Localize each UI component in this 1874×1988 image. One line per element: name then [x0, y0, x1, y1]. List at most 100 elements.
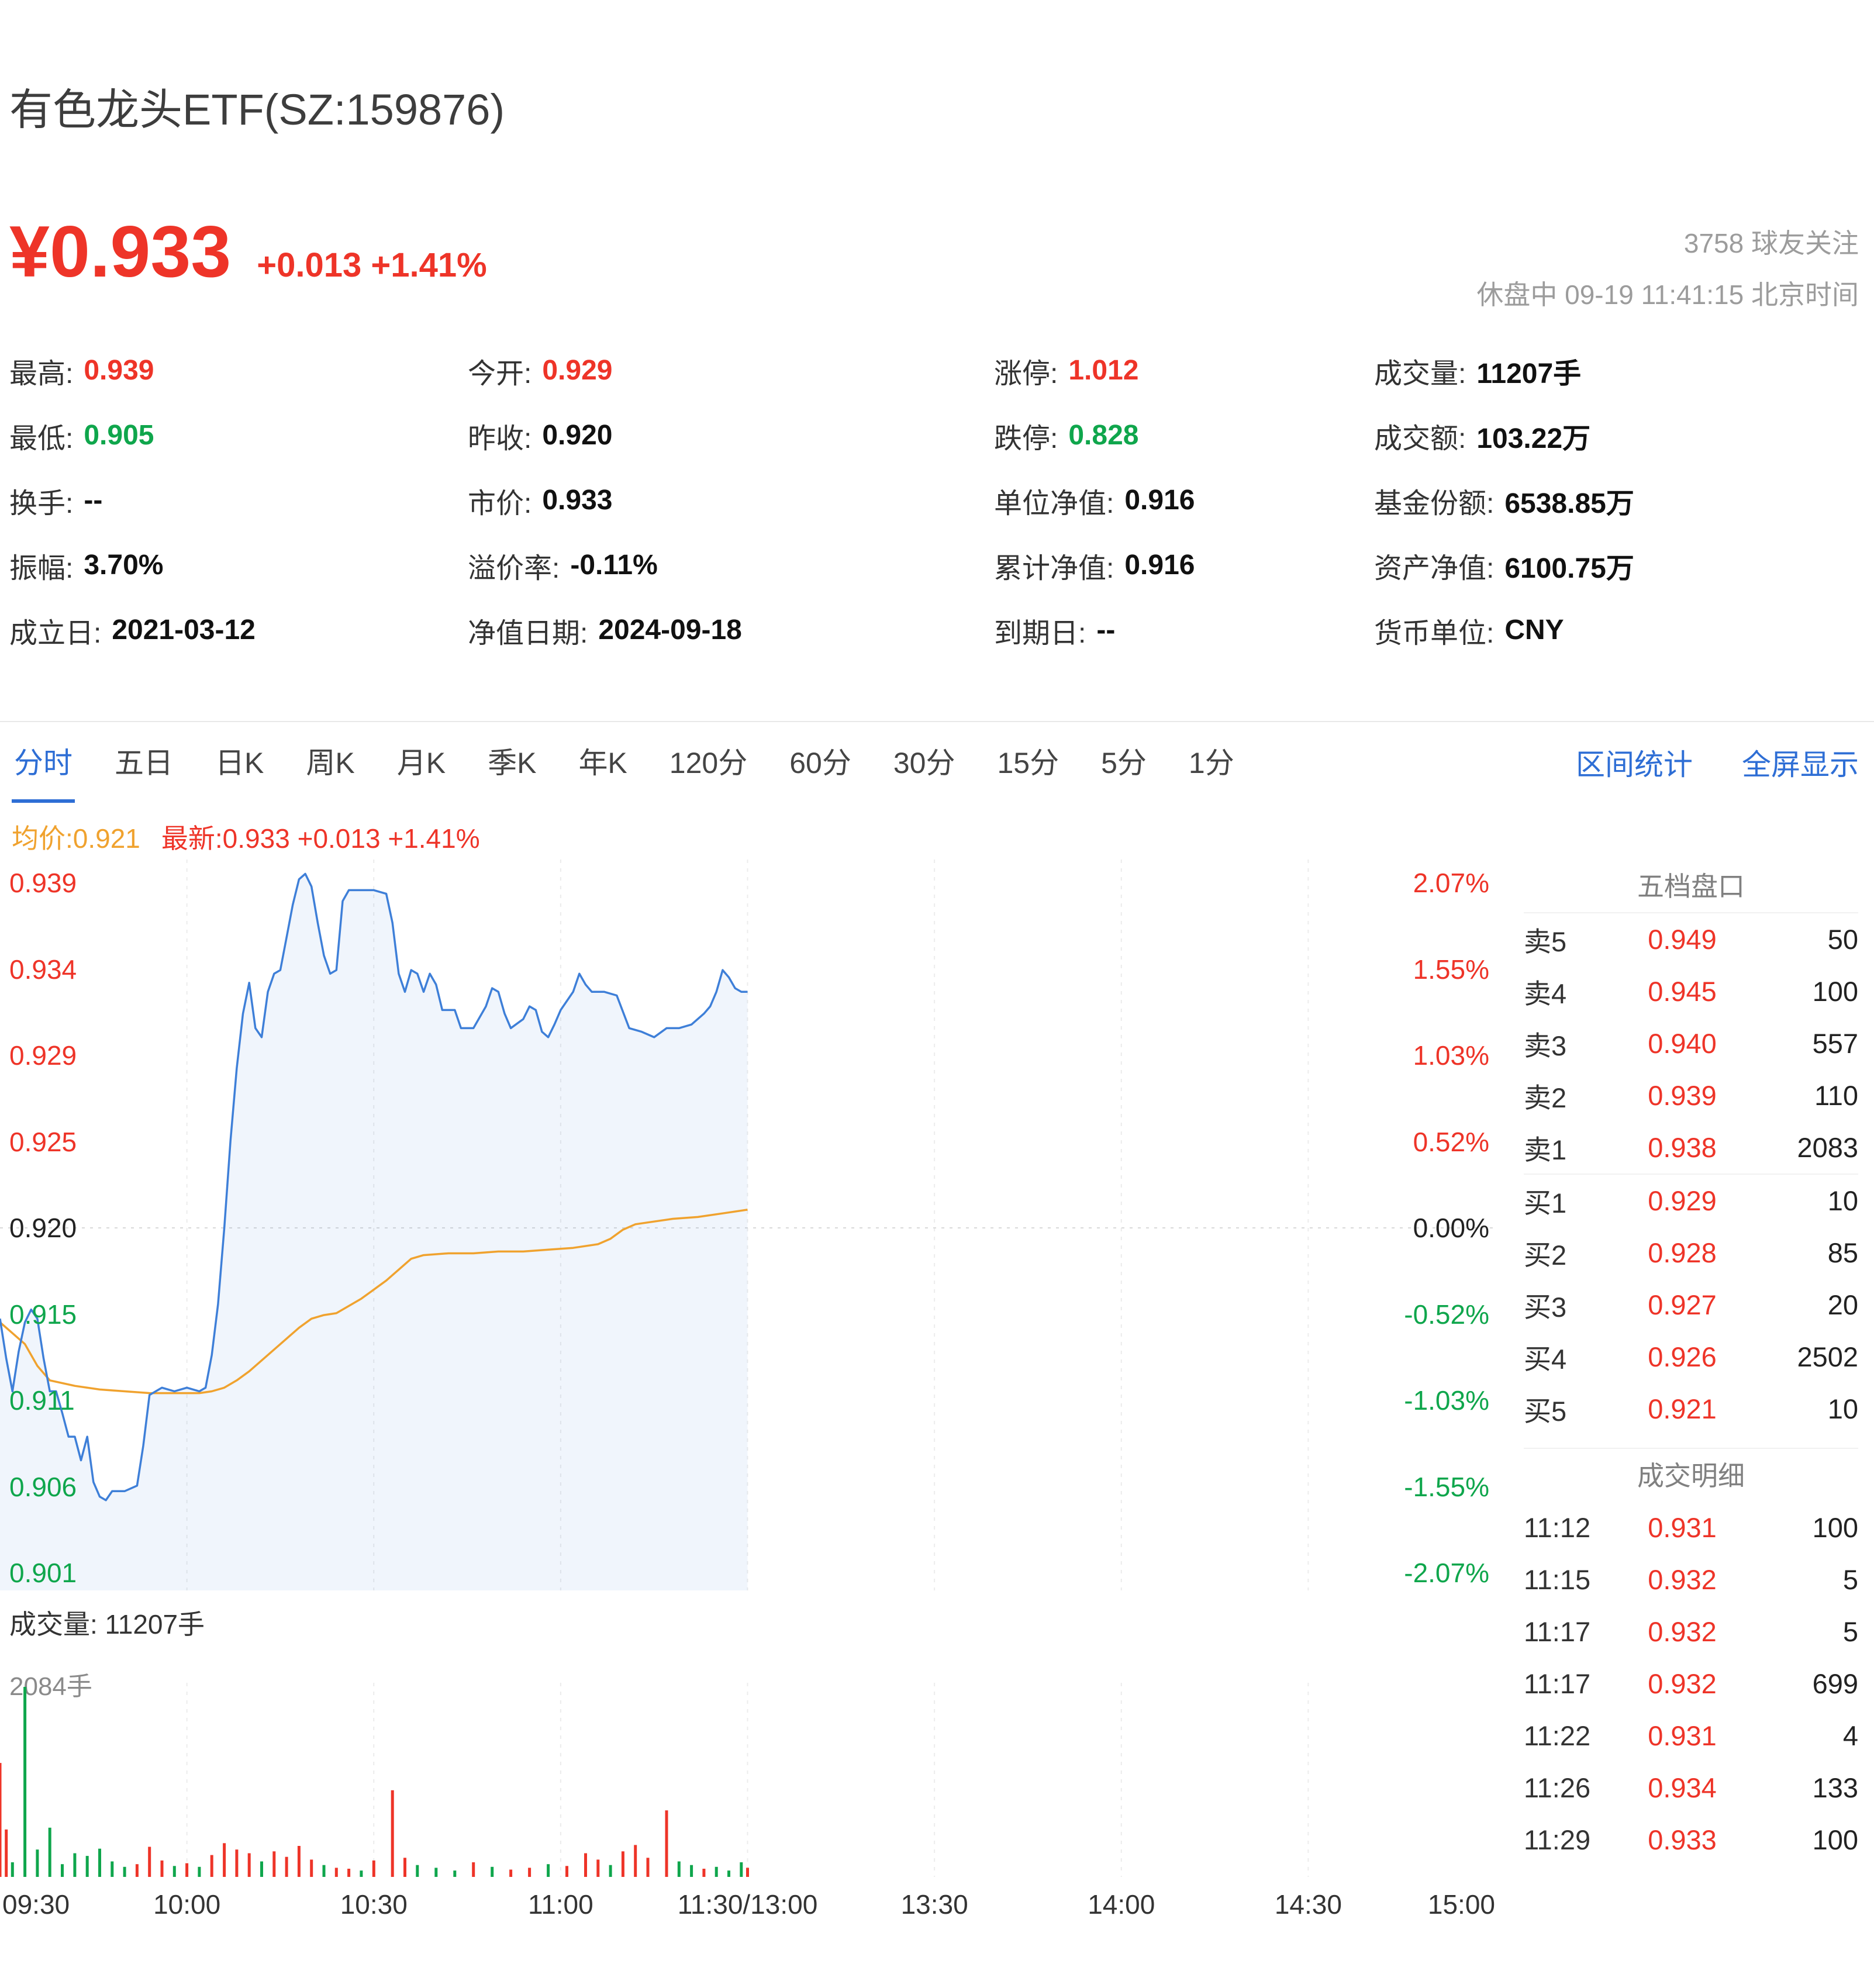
- range-stats-link[interactable]: 区间统计: [1576, 748, 1693, 781]
- trade-label: 11:15: [1524, 1564, 1591, 1595]
- volume-bar: [48, 1827, 51, 1877]
- trade-label: 11:17: [1524, 1668, 1591, 1699]
- volume-bar: [528, 1868, 532, 1877]
- ask-row[interactable]: 卖1 0.938 2083: [1524, 1121, 1858, 1174]
- price-cell: 0.939: [1648, 1080, 1717, 1111]
- stat-item: 今开: 0.929: [468, 338, 742, 403]
- volume-bar: [690, 1865, 693, 1877]
- volume-bar: [347, 1869, 351, 1877]
- price-axis-label: 0.901: [9, 1558, 77, 1588]
- intraday-price-chart[interactable]: 0.939 0.934 0.929 0.925 0.920 0.915 0.911 0.906…: [0, 860, 1495, 1590]
- tab-60分[interactable]: 60分: [789, 747, 851, 779]
- tab-日K[interactable]: 日K: [215, 747, 264, 779]
- volume-bar: [73, 1853, 77, 1877]
- tab-年K[interactable]: 年K: [578, 747, 627, 779]
- stat-item: 振幅: 3.70%: [9, 533, 256, 598]
- bid-row[interactable]: 买5 0.921 10: [1524, 1383, 1858, 1435]
- bid-levels: 买1 0.929 10 买2 0.928 85 买3 0.927 20 买4 0.926 2502 买5…: [1524, 1174, 1858, 1435]
- fullscreen-link[interactable]: 全屏显示: [1742, 748, 1859, 781]
- qty-cell: 699: [1812, 1668, 1858, 1699]
- qty-cell: 2083: [1797, 1132, 1858, 1163]
- stat-value: 6538.85万: [1504, 488, 1634, 519]
- stat-value: 0.933: [542, 485, 613, 516]
- order-book-title: 五档盘口: [1524, 860, 1858, 913]
- stat-item: 净值日期: 2024-09-18: [468, 598, 742, 662]
- bid-row[interactable]: 买3 0.927 20: [1524, 1279, 1858, 1331]
- ask-label: 卖2: [1524, 1082, 1567, 1113]
- stat-label: 涨停:: [994, 358, 1058, 389]
- order-book-panel: 五档盘口 卖5 0.949 50 卖4 0.945 100 卖3 0.940 557 卖2 0.93…: [1516, 860, 1866, 1866]
- bid-row[interactable]: 买1 0.929 10: [1524, 1175, 1858, 1227]
- price-cell: 0.932: [1648, 1668, 1717, 1699]
- time-axis-label: 10:30: [340, 1889, 408, 1920]
- volume-bar: [565, 1866, 568, 1877]
- tab-120分[interactable]: 120分: [669, 747, 748, 779]
- trade-row: 11:22 0.931 4: [1524, 1710, 1858, 1762]
- stat-item: 市价: 0.933: [468, 468, 742, 533]
- stat-value: 0.939: [84, 355, 154, 386]
- bid-label: 买5: [1524, 1396, 1567, 1427]
- volume-chart[interactable]: [0, 1683, 1495, 1879]
- bid-row[interactable]: 买2 0.928 85: [1524, 1227, 1858, 1279]
- price-cell: 0.945: [1648, 976, 1717, 1007]
- chart-legend: 均价:0.921 最新:0.933 +0.013 +1.41%: [12, 817, 480, 856]
- time-axis-label: 09:30: [2, 1889, 70, 1920]
- volume-bar: [172, 1866, 176, 1877]
- ask-row[interactable]: 卖5 0.949 50: [1524, 913, 1858, 965]
- ask-row[interactable]: 卖4 0.945 100: [1524, 965, 1858, 1017]
- qty-cell: 557: [1812, 1028, 1858, 1059]
- stats-column: 今开: 0.929 昨收: 0.920 市价: 0.933 溢价率: -0.11% 净值日期: 2…: [468, 338, 742, 662]
- tab-30分[interactable]: 30分: [893, 747, 955, 779]
- stat-label: 市价:: [468, 488, 532, 519]
- tab-五日[interactable]: 五日: [115, 747, 173, 779]
- percent-axis-label: 0.00%: [1413, 1213, 1489, 1243]
- stats-grid: 最高: 0.939 最低: 0.905 换手: -- 振幅: 3.70% 成立日: 2021-03…: [0, 338, 1874, 668]
- followers-count: 3758 球友关注: [1683, 228, 1859, 258]
- stat-label: 成立日:: [9, 617, 102, 649]
- stat-label: 跌停:: [994, 423, 1058, 454]
- price-chart-canvas[interactable]: [0, 860, 1495, 1590]
- tab-5分[interactable]: 5分: [1101, 747, 1147, 779]
- current-price: ¥0.933: [9, 212, 232, 292]
- ask-row[interactable]: 卖2 0.939 110: [1524, 1069, 1858, 1121]
- market-status: 休盘中 09-19 11:41:15 北京时间: [1476, 279, 1859, 310]
- volume-bar: [665, 1810, 668, 1877]
- stat-value: -0.11%: [570, 550, 658, 581]
- tab-周K[interactable]: 周K: [306, 747, 355, 779]
- time-axis-label: 15:00: [1427, 1889, 1495, 1920]
- price-cell: 0.933: [1648, 1824, 1717, 1855]
- tab-季K[interactable]: 季K: [488, 747, 537, 779]
- volume-bar: [609, 1865, 612, 1877]
- volume-bar: [111, 1861, 114, 1877]
- stat-value: 11207手: [1476, 358, 1582, 389]
- stat-item: 成立日: 2021-03-12: [9, 598, 256, 662]
- price-change: +0.013 +1.41%: [257, 246, 487, 284]
- tab-15分[interactable]: 15分: [997, 747, 1059, 779]
- qty-cell: 100: [1812, 1512, 1858, 1543]
- stat-value: 0.916: [1124, 485, 1195, 516]
- ask-levels: 卖5 0.949 50 卖4 0.945 100 卖3 0.940 557 卖2 0.939 110 卖…: [1524, 913, 1858, 1174]
- volume-bar: [509, 1869, 513, 1877]
- stat-item: 涨停: 1.012: [994, 338, 1195, 403]
- volume-bar: [85, 1856, 89, 1877]
- tab-1分[interactable]: 1分: [1188, 747, 1234, 779]
- volume-chart-canvas[interactable]: [0, 1683, 1495, 1879]
- volume-bar: [297, 1846, 301, 1877]
- qty-cell: 10: [1827, 1185, 1858, 1216]
- percent-axis-label: -1.03%: [1404, 1385, 1489, 1416]
- volume-bar: [646, 1858, 650, 1877]
- stat-value: --: [1096, 615, 1116, 646]
- tab-月K[interactable]: 月K: [396, 747, 446, 779]
- price-cell: 0.928: [1648, 1237, 1717, 1268]
- price-axis-label: 0.920: [9, 1213, 77, 1243]
- qty-cell: 110: [1814, 1080, 1858, 1111]
- tab-分时[interactable]: 分时: [12, 722, 75, 803]
- qty-cell: 5: [1842, 1616, 1858, 1647]
- volume-bar: [434, 1868, 438, 1877]
- volume-bar: [148, 1847, 151, 1877]
- bid-row[interactable]: 买4 0.926 2502: [1524, 1331, 1858, 1383]
- stat-item: 基金份额: 6538.85万: [1374, 468, 1634, 533]
- ask-row[interactable]: 卖3 0.940 557: [1524, 1017, 1858, 1069]
- stat-item: 货币单位: CNY: [1374, 598, 1634, 662]
- stat-value: 0.929: [542, 355, 613, 386]
